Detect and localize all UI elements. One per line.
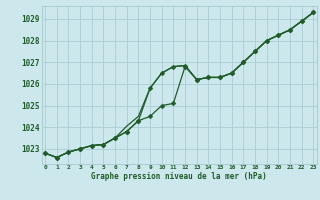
X-axis label: Graphe pression niveau de la mer (hPa): Graphe pression niveau de la mer (hPa) xyxy=(91,172,267,181)
